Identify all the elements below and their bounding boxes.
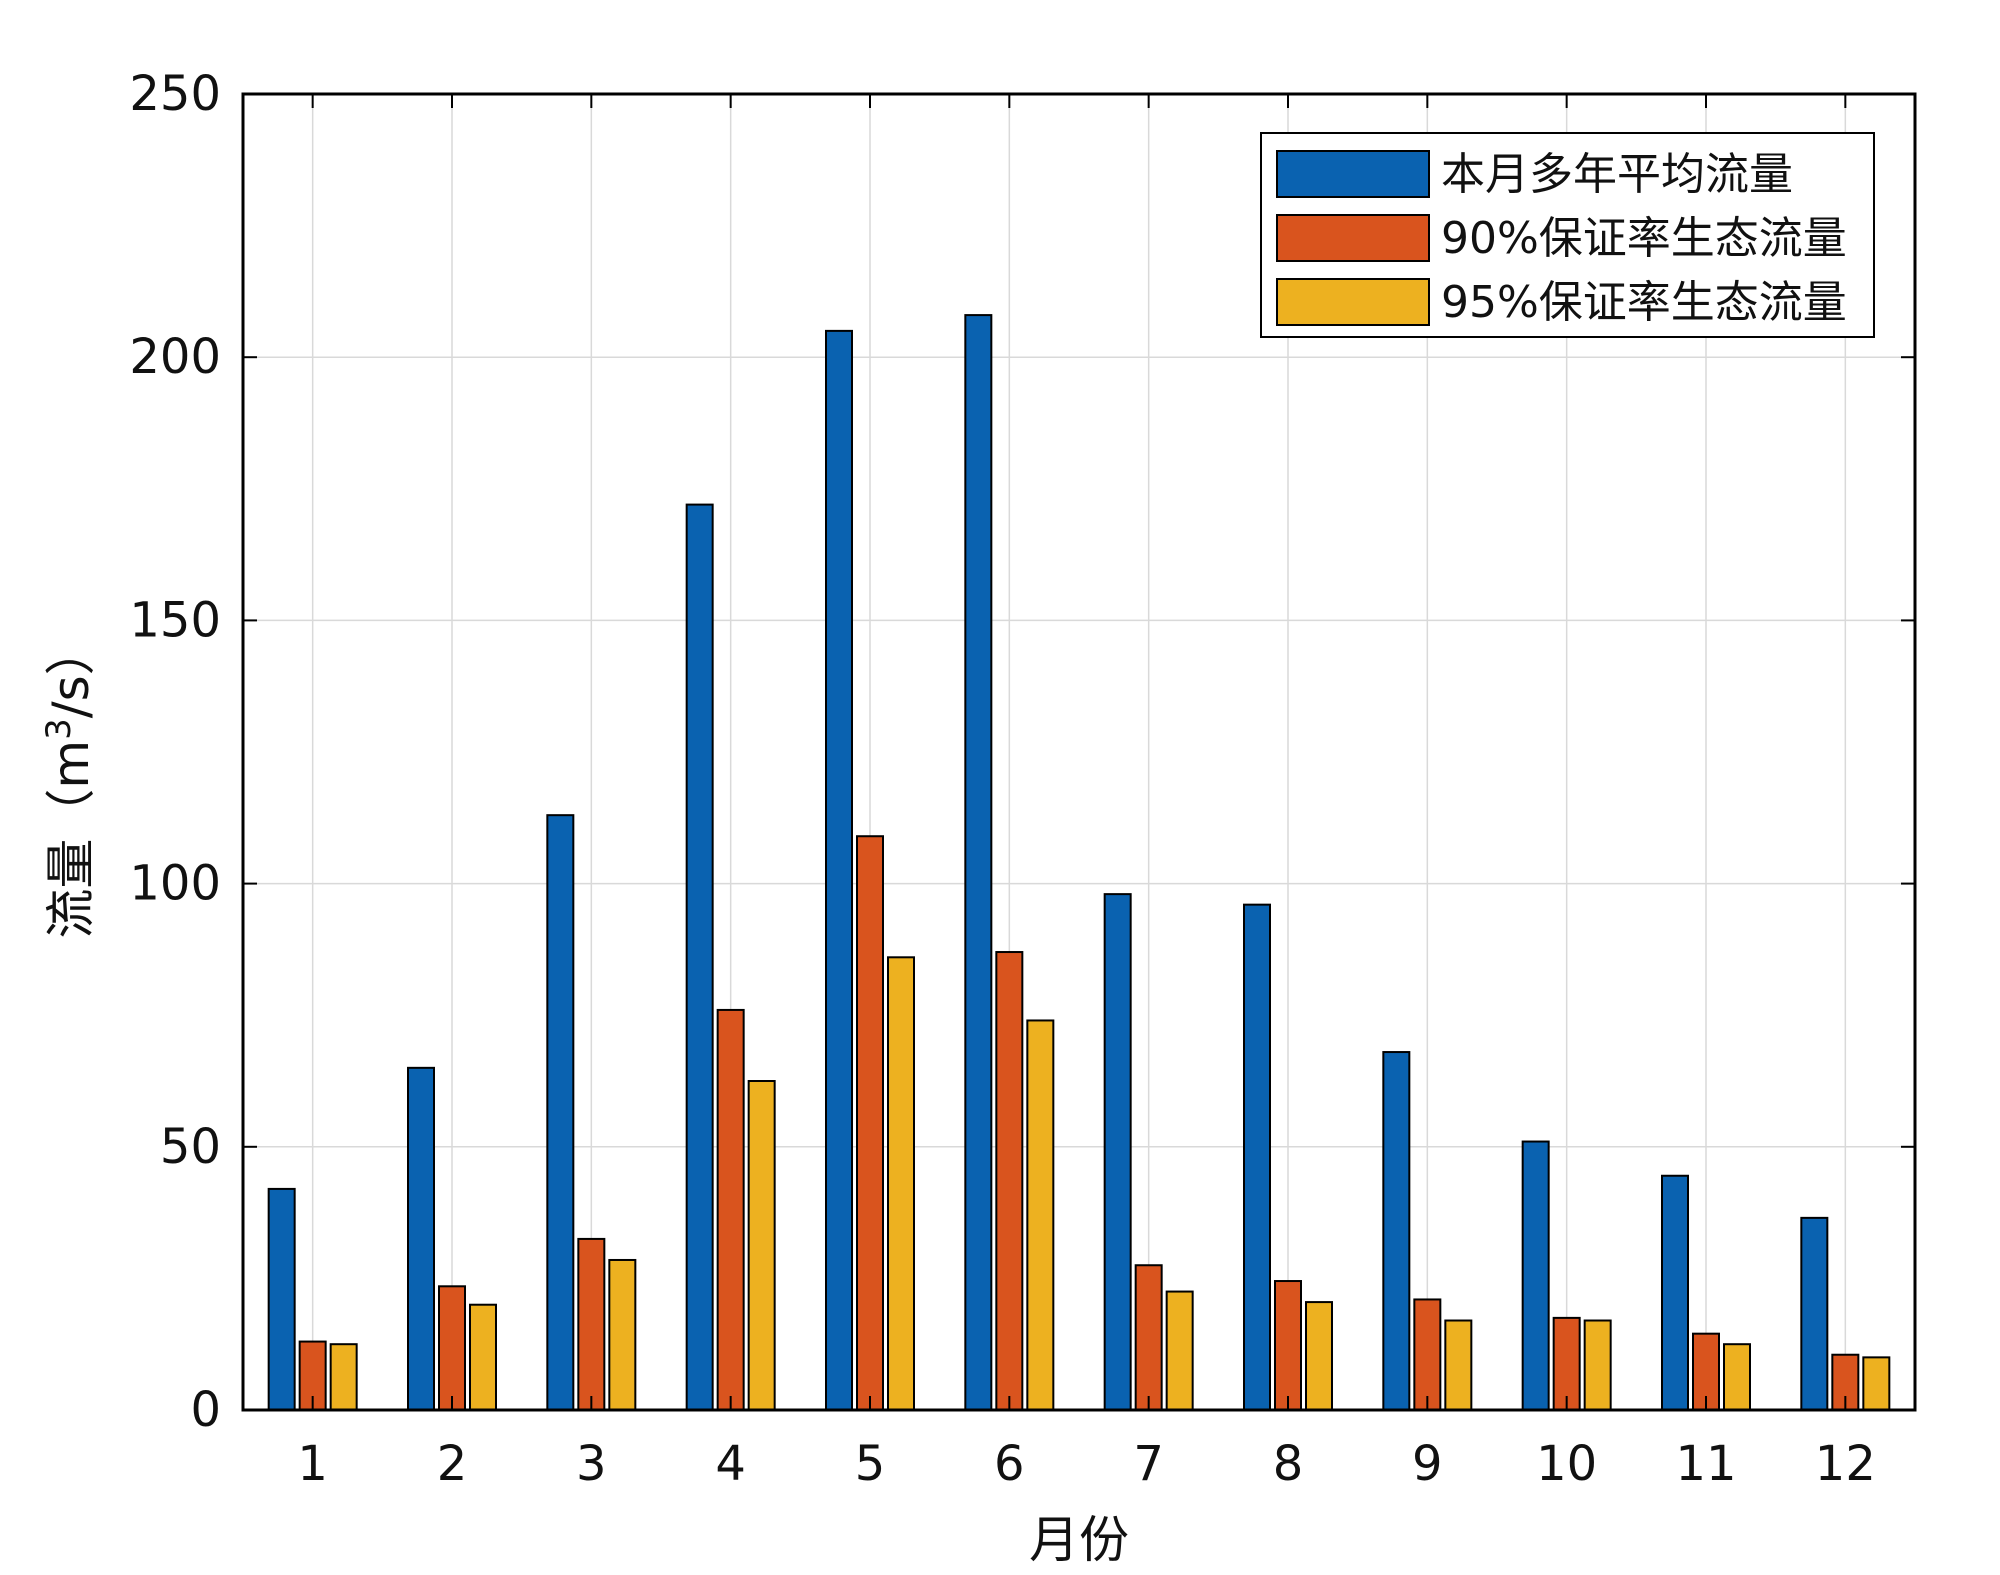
bar	[577, 1237, 606, 1412]
y-tick-label: 100	[129, 856, 221, 912]
bar	[1134, 1264, 1163, 1411]
legend-label: 95%保证率生态流量	[1441, 277, 1847, 328]
x-tick-label: 4	[715, 1436, 746, 1492]
x-tick-label: 12	[1815, 1436, 1876, 1492]
y-tick-label: 0	[190, 1382, 221, 1438]
bar	[608, 1258, 637, 1411]
bar	[469, 1303, 497, 1411]
bar	[825, 329, 853, 1411]
x-tick-label: 6	[994, 1436, 1025, 1492]
bar	[407, 1066, 435, 1411]
bar	[438, 1285, 466, 1412]
bar	[1413, 1298, 1442, 1412]
plot-area-frame	[241, 92, 1917, 1412]
y-axis-title-superscript: 3	[39, 718, 79, 740]
bar	[716, 1008, 745, 1411]
x-tick-label: 1	[297, 1436, 328, 1492]
bar	[1026, 1019, 1055, 1411]
bar	[1103, 893, 1132, 1411]
bar	[1274, 1280, 1302, 1411]
bar	[1521, 1140, 1550, 1411]
bar	[267, 1187, 296, 1411]
y-axis-title: 流量（m3/s）	[39, 625, 100, 938]
legend-label: 本月多年平均流量	[1441, 149, 1793, 200]
x-tick-label: 11	[1675, 1436, 1736, 1492]
bar	[1305, 1301, 1333, 1412]
bar	[1444, 1319, 1473, 1411]
legend: 本月多年平均流量 90%保证率生态流量 95%保证率生态流量	[1260, 132, 1875, 338]
x-tick-label: 2	[437, 1436, 468, 1492]
bar	[1723, 1343, 1751, 1411]
y-axis-title-unit: /s）	[42, 625, 100, 718]
bar	[685, 503, 714, 1412]
bar	[747, 1080, 776, 1411]
y-tick-label: 150	[129, 592, 221, 648]
bar	[1382, 1051, 1411, 1411]
x-tick-label: 5	[855, 1436, 886, 1492]
bar	[964, 314, 993, 1411]
bar	[1243, 903, 1271, 1411]
x-tick-label: 3	[576, 1436, 607, 1492]
bar	[329, 1343, 358, 1411]
bar	[1583, 1319, 1612, 1411]
x-tick-label: 9	[1412, 1436, 1443, 1492]
bar	[1661, 1174, 1689, 1411]
x-axis-title: 月份	[1029, 1511, 1129, 1569]
x-tick-label: 10	[1536, 1436, 1597, 1492]
y-tick-label: 50	[160, 1119, 221, 1175]
y-tick-label: 200	[129, 329, 221, 385]
legend-swatch	[1276, 214, 1430, 262]
x-tick-label: 8	[1273, 1436, 1304, 1492]
x-tick-label: 7	[1133, 1436, 1164, 1492]
bar	[1552, 1316, 1581, 1412]
bar	[1862, 1356, 1891, 1411]
y-tick-label: 250	[129, 66, 221, 122]
bar	[546, 814, 575, 1411]
legend-swatch	[1276, 150, 1430, 198]
bar	[856, 835, 884, 1411]
bar	[1165, 1290, 1194, 1412]
legend-label: 90%保证率生态流量	[1441, 213, 1847, 264]
bar	[887, 956, 915, 1412]
bar	[995, 951, 1024, 1411]
bar	[1800, 1216, 1829, 1412]
y-axis-title-main: 流量（m	[42, 740, 100, 939]
legend-swatch	[1276, 278, 1430, 326]
